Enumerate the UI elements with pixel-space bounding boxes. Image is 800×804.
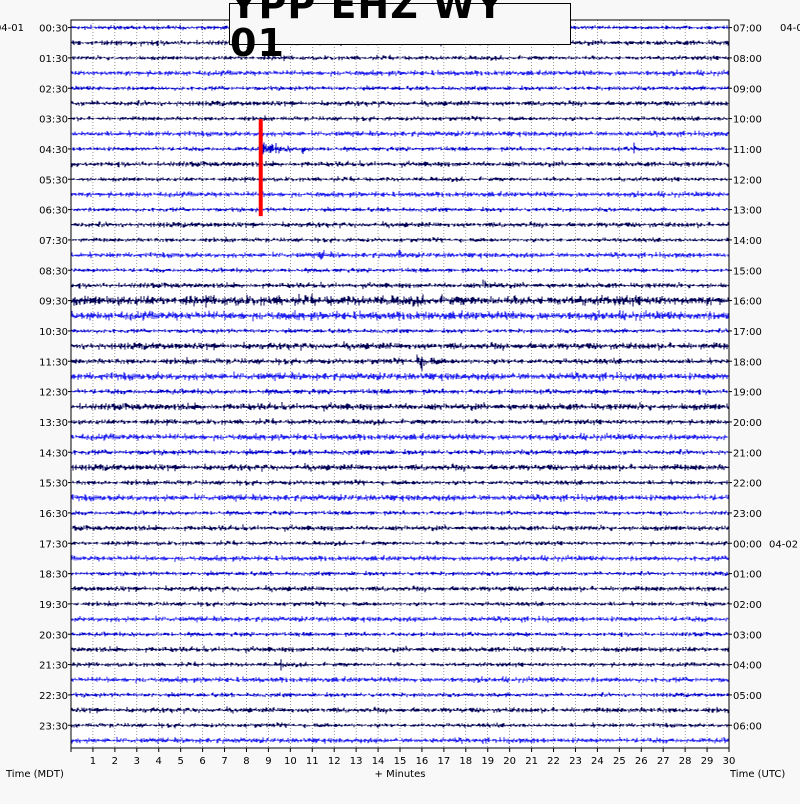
x-tick-label: 5 <box>177 756 183 767</box>
hour-ticks <box>68 27 732 726</box>
minute-grid <box>92 20 708 748</box>
left-time-label: 06:30 <box>39 206 68 217</box>
x-tick-label: 4 <box>156 756 162 767</box>
x-tick-label: 8 <box>243 756 249 767</box>
left-axis-title: Time (MDT) <box>5 769 64 780</box>
x-tick-label: 11 <box>306 756 319 767</box>
right-time-label: 16:00 <box>733 297 762 308</box>
right-time-label: 00:00 <box>733 539 762 550</box>
x-tick-label: 25 <box>613 756 626 767</box>
x-tick-label: 2 <box>112 756 118 767</box>
left-time-label: 13:30 <box>39 418 68 429</box>
x-tick-label: 22 <box>547 756 560 767</box>
x-tick-label: 16 <box>416 756 429 767</box>
left-time-label: 14:30 <box>39 448 68 459</box>
right-time-label: 02:00 <box>733 600 762 611</box>
right-time-label: 14:00 <box>733 236 762 247</box>
right-date-rollover-label: 04-02 <box>769 539 798 550</box>
right-time-label: 05:00 <box>733 691 762 702</box>
x-tick-label: 12 <box>328 756 341 767</box>
x-tick-label: 23 <box>569 756 582 767</box>
right-time-label: 11:00 <box>733 145 762 156</box>
right-time-label: 03:00 <box>733 630 762 641</box>
left-time-label: 18:30 <box>39 570 68 581</box>
left-time-label: 03:30 <box>39 115 68 126</box>
left-time-label: 12:30 <box>39 388 68 399</box>
right-time-label: 06:00 <box>733 721 762 732</box>
right-date-label: 04-0 <box>780 23 800 34</box>
left-time-label: 08:30 <box>39 266 68 277</box>
x-axis-title: + Minutes <box>375 769 426 780</box>
x-tick-label: 14 <box>372 756 385 767</box>
right-time-label: 15:00 <box>733 266 762 277</box>
right-time-label: 07:00 <box>733 24 762 35</box>
right-time-label: 12:00 <box>733 175 762 186</box>
x-tick-label: 1 <box>90 756 96 767</box>
left-time-label: 23:30 <box>39 721 68 732</box>
chart-title: YPP EHZ WY 01 <box>230 0 505 65</box>
left-time-label: 02:30 <box>39 84 68 95</box>
left-time-label: 09:30 <box>39 297 68 308</box>
x-tick-label: 15 <box>394 756 407 767</box>
right-time-label: 20:00 <box>733 418 762 429</box>
left-time-label: 17:30 <box>39 539 68 550</box>
x-tick-label: 17 <box>437 756 450 767</box>
left-time-label: 05:30 <box>39 175 68 186</box>
x-tick-label: 13 <box>350 756 363 767</box>
x-tick-label: 30 <box>723 756 736 767</box>
left-time-label: 16:30 <box>39 509 68 520</box>
right-time-label: 09:00 <box>733 84 762 95</box>
left-time-label: 11:30 <box>39 357 68 368</box>
left-time-label: 01:30 <box>39 54 68 65</box>
x-tick-label: 21 <box>525 756 538 767</box>
right-time-label: 18:00 <box>733 357 762 368</box>
right-time-label: 10:00 <box>733 115 762 126</box>
left-time-label: 10:30 <box>39 327 68 338</box>
right-time-label: 01:00 <box>733 570 762 581</box>
x-tick-label: 26 <box>635 756 648 767</box>
right-time-label: 04:00 <box>733 661 762 672</box>
left-date-label: 04-01 <box>0 23 24 34</box>
x-tick-label: 3 <box>134 756 140 767</box>
x-tick-label: 9 <box>265 756 271 767</box>
x-tick-label: 27 <box>657 756 670 767</box>
x-tick-label: 24 <box>591 756 604 767</box>
x-tick-label: 7 <box>221 756 227 767</box>
right-time-label: 23:00 <box>733 509 762 520</box>
left-time-label: 00:30 <box>39 24 68 35</box>
left-time-label: 21:30 <box>39 661 68 672</box>
chart-title-box: YPP EHZ WY 01 <box>229 0 571 62</box>
right-time-label: 17:00 <box>733 327 762 338</box>
right-time-label: 22:00 <box>733 479 762 490</box>
x-tick-label: 10 <box>284 756 297 767</box>
x-ticks <box>70 748 730 752</box>
left-time-label: 15:30 <box>39 479 68 490</box>
x-tick-label: 28 <box>679 756 692 767</box>
x-tick-label: 20 <box>503 756 516 767</box>
left-time-label: 19:30 <box>39 600 68 611</box>
left-time-label: 04:30 <box>39 145 68 156</box>
right-time-label: 21:00 <box>733 448 762 459</box>
left-time-label: 20:30 <box>39 630 68 641</box>
left-time-label: 07:30 <box>39 236 68 247</box>
x-tick-label: 6 <box>199 756 205 767</box>
right-time-label: 19:00 <box>733 388 762 399</box>
left-time-label: 22:30 <box>39 691 68 702</box>
right-time-label: 08:00 <box>733 54 762 65</box>
right-time-label: 13:00 <box>733 206 762 217</box>
right-axis-title: Time (UTC) <box>729 769 785 780</box>
x-tick-label: 18 <box>459 756 472 767</box>
x-tick-label: 29 <box>701 756 714 767</box>
x-tick-label: 19 <box>481 756 494 767</box>
